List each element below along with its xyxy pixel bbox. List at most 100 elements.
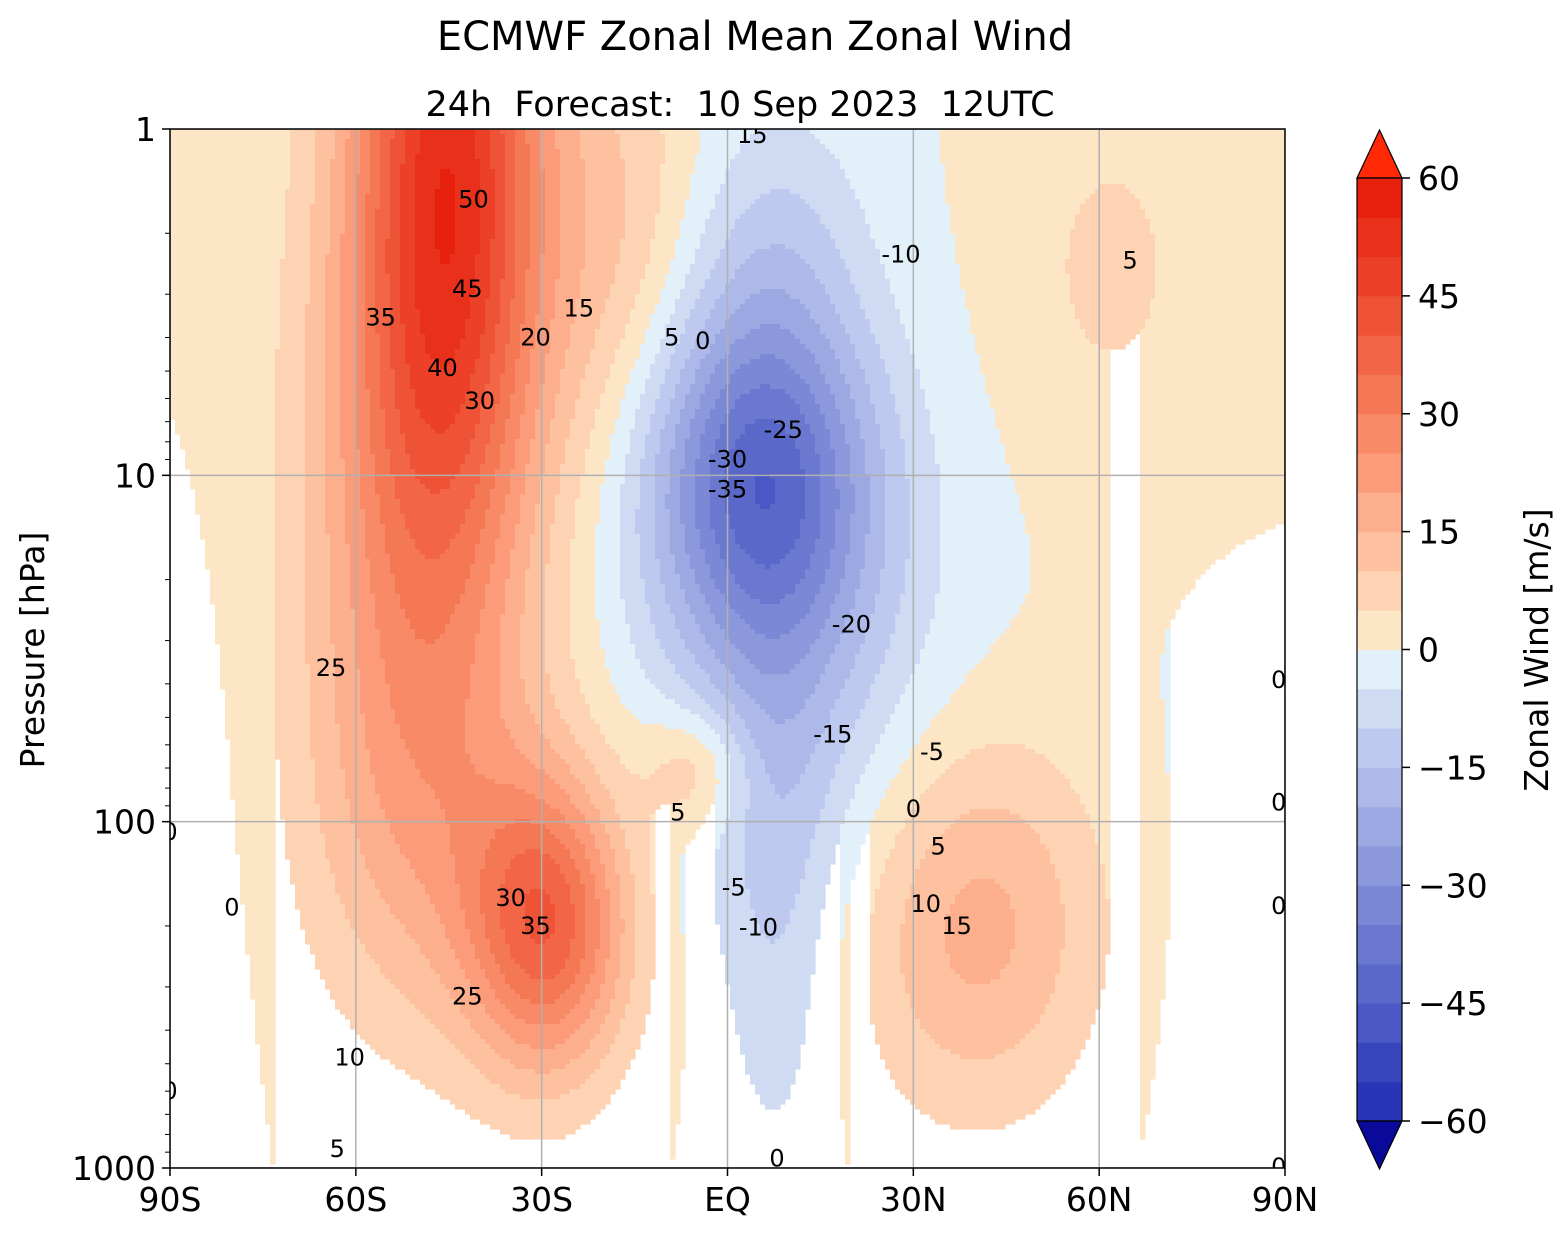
contour-cell bbox=[585, 759, 591, 795]
contour-cell bbox=[755, 474, 761, 505]
contour-cell bbox=[675, 299, 681, 345]
contour-cell bbox=[925, 789, 931, 850]
contour-cell bbox=[645, 724, 651, 780]
contour-cell bbox=[515, 964, 521, 995]
contour-cell bbox=[425, 489, 431, 560]
contour-cell bbox=[415, 879, 421, 945]
contour-cell bbox=[755, 199, 761, 250]
contour-cell bbox=[1070, 304, 1076, 790]
contour-cell bbox=[1070, 229, 1076, 305]
contour-cell bbox=[1020, 744, 1026, 820]
contour-cell bbox=[710, 454, 716, 530]
contour-cell bbox=[475, 1034, 481, 1070]
contour-cell bbox=[590, 834, 596, 875]
contour-cell bbox=[500, 279, 506, 375]
contour-cell bbox=[380, 129, 386, 410]
contour-cell bbox=[615, 814, 621, 875]
colorbar-segment bbox=[1357, 492, 1402, 533]
contour-cell bbox=[605, 789, 611, 835]
contour-cell bbox=[770, 289, 776, 325]
contour-cell bbox=[800, 199, 806, 260]
contour-cell bbox=[785, 329, 791, 365]
contour-cell bbox=[705, 704, 711, 725]
contour-cell bbox=[1010, 949, 1016, 1050]
contour-cell bbox=[655, 639, 661, 690]
contour-cell bbox=[445, 939, 451, 990]
contour-cell bbox=[570, 939, 576, 985]
contour-cell bbox=[715, 714, 721, 735]
contour-cell bbox=[775, 324, 781, 360]
contour-cell bbox=[820, 144, 826, 225]
contour-cell bbox=[435, 1029, 441, 1095]
contour-cell bbox=[440, 809, 446, 925]
contour-cell bbox=[515, 1044, 521, 1070]
contour-cell bbox=[445, 549, 451, 625]
contour-cell bbox=[805, 264, 811, 310]
contour-cell bbox=[960, 129, 966, 290]
contour-cell bbox=[815, 594, 821, 640]
contour-cell bbox=[600, 824, 606, 865]
contour-cell bbox=[490, 1084, 496, 1130]
contour-cell bbox=[550, 694, 556, 750]
contour-cell bbox=[735, 369, 741, 400]
contour-cell bbox=[745, 729, 751, 780]
contour-cell bbox=[540, 254, 546, 385]
contour-cell bbox=[1160, 129, 1166, 655]
contour-cell bbox=[515, 359, 521, 440]
contour-cell bbox=[520, 1099, 526, 1140]
contour-cell bbox=[365, 749, 371, 870]
colorbar-segment bbox=[1357, 728, 1402, 768]
contour-cell bbox=[805, 349, 811, 385]
contour-cell bbox=[970, 879, 976, 985]
contour-cell bbox=[385, 554, 391, 685]
contour-cell bbox=[455, 959, 461, 1005]
colorbar-segment bbox=[1357, 610, 1402, 650]
contour-cell bbox=[650, 239, 656, 315]
contour-cell bbox=[335, 724, 341, 895]
contour-cell bbox=[655, 724, 661, 770]
contour-cell bbox=[1030, 829, 1036, 1030]
contour-cell bbox=[270, 129, 276, 1165]
contour-cell bbox=[645, 779, 651, 1015]
contour-cell bbox=[710, 579, 716, 615]
contour-cell bbox=[445, 989, 451, 1040]
contour-cell bbox=[570, 1034, 576, 1060]
contour-cell bbox=[1010, 814, 1016, 910]
x-tick-label: 90N bbox=[1252, 1180, 1319, 1219]
contour-label: 5 bbox=[670, 798, 685, 826]
contour-cell bbox=[880, 129, 886, 265]
contour-cell bbox=[425, 559, 431, 645]
contour-cell bbox=[285, 129, 291, 190]
contour-cell bbox=[915, 869, 921, 1020]
contour-cell bbox=[665, 509, 671, 605]
contour-cell bbox=[510, 1039, 516, 1065]
contour-cell bbox=[935, 594, 941, 715]
contour-cell bbox=[555, 754, 561, 785]
contour-cell bbox=[995, 129, 1001, 430]
contour-label: 0 bbox=[1271, 788, 1286, 816]
contour-cell bbox=[500, 514, 506, 615]
contour-cell bbox=[510, 989, 516, 1015]
contour-cell bbox=[1055, 129, 1061, 770]
contour-cell bbox=[795, 584, 801, 625]
contour-cell bbox=[235, 129, 241, 855]
contour-cell bbox=[720, 249, 726, 295]
contour-cell bbox=[1060, 949, 1066, 1085]
contour-cell bbox=[260, 129, 266, 1085]
contour-cell bbox=[515, 439, 521, 525]
contour-cell bbox=[770, 674, 776, 720]
contour-cell bbox=[850, 514, 856, 610]
contour-cell bbox=[920, 129, 926, 390]
contour-cell bbox=[875, 129, 881, 250]
contour-cell bbox=[920, 389, 926, 650]
contour-cell bbox=[660, 764, 666, 805]
contour-cell bbox=[700, 634, 706, 670]
contour-label: 15 bbox=[737, 121, 768, 149]
contour-cell bbox=[720, 629, 726, 665]
contour-cell bbox=[510, 959, 516, 990]
contour-cell bbox=[650, 774, 656, 815]
contour-cell bbox=[1075, 319, 1081, 795]
contour-cell bbox=[760, 564, 766, 605]
contour-cell bbox=[600, 734, 606, 785]
contour-cell bbox=[975, 129, 981, 355]
